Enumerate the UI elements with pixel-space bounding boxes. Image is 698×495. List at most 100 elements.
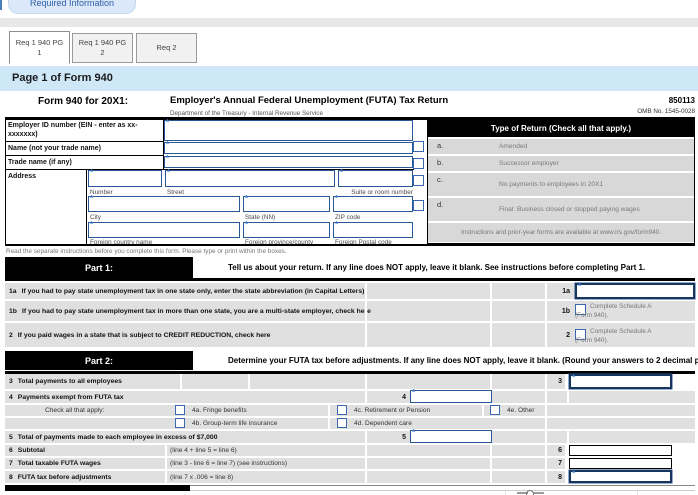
tab-req1-940-pg2[interactable]: Req 1 940 PG 2 [72, 33, 133, 63]
foreign-province-input[interactable]: * [243, 220, 330, 238]
checkbox-4e-label: 4e. Other [507, 407, 535, 414]
checkbox-4a[interactable] [175, 405, 185, 415]
clipped-icon[interactable] [526, 490, 534, 495]
part2-rule [5, 371, 695, 374]
header-rule [5, 117, 695, 120]
line-1b-num: 1b [9, 307, 17, 315]
grid-separator [545, 301, 547, 321]
form-main-title: Employer's Annual Federal Unemployment (… [170, 95, 449, 106]
foreign-postal-sublabel: Foreign Postal code [335, 239, 392, 246]
grid-separator [490, 323, 492, 347]
type-option-letter: c. [437, 175, 443, 184]
grid-separator [490, 458, 492, 469]
grid-separator [165, 458, 167, 469]
grid-separator [545, 418, 547, 429]
checkbox-4c[interactable] [337, 405, 347, 415]
grid-separator [490, 301, 492, 321]
grid-separator [490, 283, 492, 299]
city-input[interactable]: * [88, 195, 240, 212]
ein-input[interactable]: * [164, 119, 413, 141]
grid-separator [490, 445, 492, 456]
line-7-input[interactable] [569, 458, 672, 469]
line-3-right-num: 3 [558, 378, 562, 385]
address-street-input[interactable]: * [165, 168, 335, 187]
clipped-icon[interactable] [533, 492, 544, 494]
required-marker: * [572, 373, 576, 382]
required-marker: * [90, 220, 94, 229]
tab-req2[interactable]: Req 2 [136, 33, 197, 63]
grid-separator [365, 471, 367, 483]
part2-header: Part 2: [5, 351, 193, 370]
state-input[interactable]: * [243, 195, 330, 212]
grid-separator [567, 391, 569, 403]
form-number-title: Form 940 for 20X1: [38, 96, 129, 107]
grid-line [190, 490, 695, 491]
line-1a-input[interactable]: * [575, 283, 695, 299]
checkbox-type-d[interactable] [413, 200, 424, 211]
grid-separator [365, 301, 367, 321]
checkbox-4e[interactable] [490, 405, 500, 415]
checkbox-4d[interactable] [337, 418, 347, 428]
type-instructions-row: Instructions and prior-year forms are av… [428, 223, 694, 242]
type-option-label: No payments to employees in 20X1 [499, 181, 604, 188]
required-marker: * [167, 168, 171, 177]
grid-line [190, 485, 695, 486]
required-marker: * [245, 220, 249, 229]
form-catalog-number: 850113 [668, 96, 695, 105]
tab-req1-940-pg1[interactable]: Req 1 940 PG 1 [9, 31, 70, 64]
toolbar-divider-band [0, 18, 698, 27]
line-2-text: If you paid wages in a state that is sub… [17, 331, 271, 339]
left-edge-accent [0, 0, 2, 10]
grid-line [5, 141, 164, 142]
grid-separator [165, 445, 167, 456]
grid-separator [165, 471, 167, 483]
check-all-label: Check all that apply: [45, 407, 105, 414]
address-number-input[interactable]: * [88, 169, 162, 187]
line-7-right-num: 7 [558, 460, 562, 467]
checkbox-2[interactable] [575, 329, 586, 340]
trade-name-input[interactable]: * [164, 154, 413, 168]
grid-separator [248, 374, 250, 389]
line-8-input[interactable]: * [569, 470, 672, 483]
type-option-label: Amended [499, 143, 528, 150]
line-6-right-num: 6 [558, 447, 562, 454]
line-8-formula: (line 7 x .006 = line 8) [170, 473, 234, 481]
grid-separator [365, 323, 367, 347]
zip-input[interactable]: * [333, 195, 413, 212]
city-sublabel: City [90, 214, 102, 221]
checkbox-type-c[interactable] [413, 175, 424, 186]
required-marker: * [166, 154, 170, 163]
line-5-input[interactable]: * [410, 429, 492, 443]
address-suite-input[interactable]: * [338, 169, 413, 187]
checkbox-4b[interactable] [175, 418, 185, 428]
grid-separator [365, 445, 367, 456]
page-banner-title: Page 1 of Form 940 [12, 72, 113, 84]
foreign-postal-input[interactable]: * [333, 221, 413, 238]
street-sublabel: Street [167, 189, 185, 196]
checkbox-1b[interactable] [575, 304, 586, 315]
part3-header-clipped [5, 485, 190, 491]
grid-line [163, 119, 164, 170]
line-3-num: 3 [9, 378, 13, 385]
name-input[interactable]: * [164, 140, 413, 154]
line-7-row: 7 Total taxable FUTA wages (line 3 - line… [5, 458, 565, 469]
checkbox-4b-label: 4b. Group-term life insurance [192, 420, 278, 427]
line-4-input[interactable]: * [410, 388, 492, 403]
line-6-input[interactable] [569, 445, 672, 456]
foreign-country-input[interactable]: * [88, 220, 240, 238]
required-information-button[interactable]: Required Information [8, 0, 136, 14]
checkbox-type-a[interactable] [413, 141, 424, 152]
checkbox-type-b[interactable] [413, 158, 424, 169]
required-marker: * [412, 388, 416, 397]
number-sublabel: Number [90, 189, 113, 196]
read-instructions-note: Read the separate instructions before yo… [6, 248, 287, 255]
checkbox-4d-label: 4d. Dependent care [354, 420, 412, 427]
part2-title: Determine your FUTA tax before adjustmen… [228, 356, 698, 365]
name-label: Name (not your trade name) [8, 145, 101, 152]
line-3-input[interactable]: * [569, 374, 672, 389]
type-of-return-title: Type of Return (Check all that apply.) [428, 120, 694, 137]
required-marker: * [166, 140, 170, 149]
clipped-icon[interactable] [517, 492, 528, 494]
grid-separator [180, 374, 182, 389]
